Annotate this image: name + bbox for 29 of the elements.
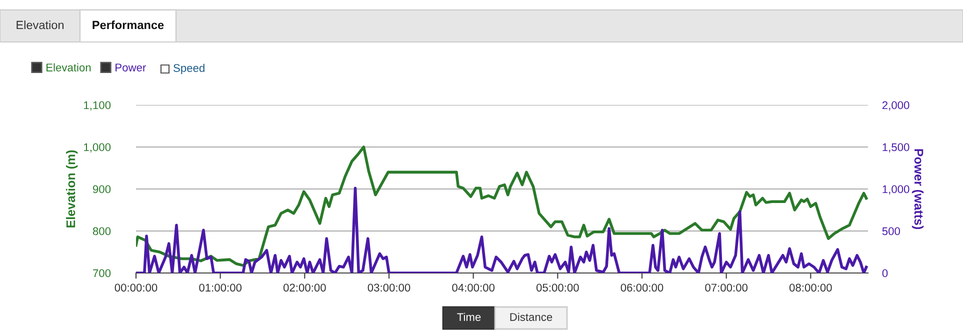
y-axis-title: Elevation (m): [66, 150, 78, 228]
x-tick-label: 03:00:00: [368, 284, 410, 292]
text: Distance: [510, 312, 552, 321]
x-tick-label: 08:00:00: [789, 284, 832, 292]
y-tick-label: 800: [92, 227, 111, 236]
y2-tick-label: 0: [882, 269, 888, 278]
x-tick-label: 00:00:00: [114, 284, 158, 292]
text: Speed: [174, 64, 204, 74]
y-tick-label: 1,000: [84, 143, 111, 152]
text: Performance: [92, 20, 164, 30]
y2-tick-label: 1,000: [882, 185, 910, 194]
x-tick-label: 06:00:00: [620, 284, 664, 292]
x-tick-label: 05:00:00: [536, 284, 579, 292]
line-series: [136, 146, 868, 267]
text: Time: [457, 312, 481, 321]
y2-tick-label: 500: [882, 227, 900, 236]
text: Elevation: [46, 63, 91, 72]
x-tick-label: 07:00:00: [705, 284, 748, 292]
y-tick-label: 700: [93, 269, 111, 278]
x-tick-label: 04:00:00: [452, 284, 495, 292]
y-tick-label: 900: [92, 185, 111, 194]
text: Power: [116, 64, 146, 72]
y2-axis-title: Power (watts): [912, 149, 924, 230]
x-tick-label: 02:00:00: [283, 284, 326, 292]
y2-tick-label: 2,000: [882, 101, 910, 110]
y2-tick-label: 1,500: [882, 143, 910, 152]
x-tick-label: 01:00:00: [199, 284, 242, 292]
text: Elevation: [16, 20, 64, 30]
y-tick-label: 1,100: [84, 101, 111, 110]
